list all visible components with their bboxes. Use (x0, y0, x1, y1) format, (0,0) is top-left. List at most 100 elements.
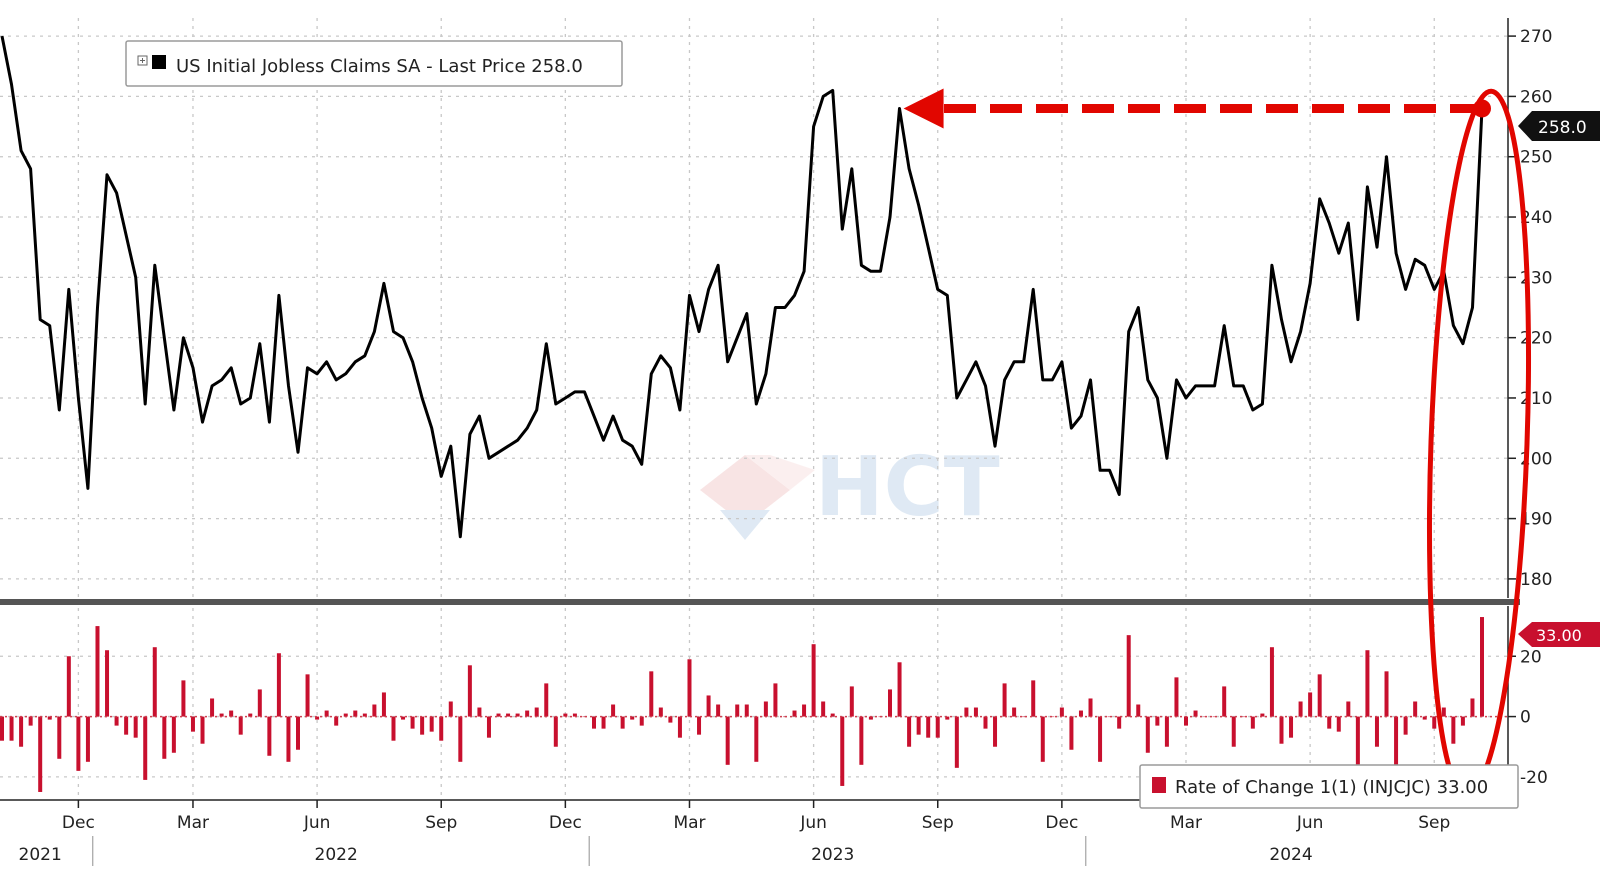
change-bar (1241, 716, 1246, 718)
change-bar (1480, 617, 1484, 717)
xtick-month-label: Dec (1045, 813, 1078, 833)
change-bar (439, 716, 444, 741)
top-ytick-label: 210 (1520, 389, 1552, 409)
change-bar (1231, 716, 1236, 747)
xtick-year-label: 2024 (1269, 845, 1312, 865)
change-bar (362, 713, 367, 717)
legend-swatch-black-icon (152, 55, 166, 69)
xtick-month-label: Sep (425, 813, 457, 833)
top-ytick-label: 180 (1520, 570, 1552, 590)
change-bar (1269, 647, 1274, 717)
change-bar (515, 713, 520, 717)
top-ytick-label: 190 (1520, 510, 1552, 530)
last-price-badge: 258.0 (1518, 111, 1600, 141)
change-bar (372, 704, 377, 717)
change-bar (1069, 716, 1074, 750)
xtick-month-label: Dec (62, 813, 95, 833)
change-bar (1031, 680, 1036, 717)
change-bar (219, 713, 224, 717)
change-bar (162, 716, 167, 759)
change-bar (1126, 635, 1131, 717)
change-bar (28, 716, 33, 726)
change-bar (410, 716, 415, 729)
change-bar (105, 650, 110, 717)
change-bar (496, 713, 501, 717)
last-change-label: 33.00 (1536, 626, 1582, 645)
change-bar (1422, 716, 1427, 720)
change-bar (1346, 701, 1351, 717)
change-bar (171, 716, 176, 753)
change-bar (773, 683, 778, 717)
change-bar (964, 707, 969, 717)
change-bar (1098, 716, 1103, 762)
change-bar (1384, 671, 1389, 717)
change-bar (9, 716, 14, 741)
bottom-ytick-label: -20 (1520, 768, 1548, 788)
top-ytick-label: 250 (1520, 148, 1552, 168)
change-bar (592, 716, 596, 729)
change-bar (1117, 716, 1122, 729)
change-bar (1040, 716, 1045, 762)
change-bar (1078, 710, 1083, 717)
change-bar (744, 704, 749, 717)
panel-separator (0, 599, 1520, 605)
change-bar (821, 701, 826, 717)
change-bar (1012, 707, 1017, 717)
change-bar (1298, 701, 1303, 717)
xtick-month-label: Mar (177, 813, 209, 833)
change-bar (391, 716, 396, 741)
change-bar (792, 710, 797, 717)
change-bar (563, 713, 568, 717)
change-bar (1279, 716, 1284, 744)
change-bar (305, 674, 310, 717)
xtick-year-label: 2022 (315, 845, 358, 865)
change-bar (1174, 677, 1179, 717)
change-bar (152, 647, 157, 717)
change-bar (907, 716, 912, 747)
change-bar (859, 716, 864, 765)
change-bar (401, 716, 406, 720)
change-bar (544, 683, 549, 717)
change-bar (811, 644, 816, 717)
change-bar (286, 716, 291, 762)
change-bar (1184, 716, 1188, 726)
change-bar (993, 716, 998, 747)
legend-swatch-red-icon (1152, 777, 1166, 793)
bottom-ytick-label: 20 (1520, 647, 1542, 667)
change-bar (677, 716, 682, 738)
change-bar (649, 671, 654, 717)
change-bar (1374, 716, 1379, 747)
change-bar (229, 710, 234, 717)
bottom-legend: Rate of Change 1(1) (INJCJC) 33.00 (1139, 764, 1519, 809)
change-bar (553, 716, 558, 747)
change-bar (973, 707, 978, 717)
change-bar (1193, 710, 1198, 717)
change-bar (668, 716, 673, 723)
change-bar (200, 716, 205, 744)
change-bar (1107, 716, 1112, 718)
change-bar (954, 716, 959, 768)
change-bar (257, 689, 262, 717)
change-bar (611, 704, 616, 717)
change-bar (448, 701, 453, 717)
xtick-month-label: Sep (922, 813, 954, 833)
change-bar (486, 716, 491, 738)
change-bar (687, 659, 692, 717)
change-bar (429, 716, 434, 732)
xtick-year-label: 2023 (811, 845, 854, 865)
change-bar (725, 716, 730, 765)
change-bar (888, 689, 892, 717)
change-bar (353, 710, 358, 717)
change-bar (315, 716, 320, 720)
change-bar (1002, 683, 1007, 717)
change-bar (114, 716, 119, 726)
change-bar (1059, 707, 1064, 717)
change-bar (1432, 716, 1437, 729)
change-bar (1365, 650, 1370, 717)
xtick-month-label: Jun (1296, 813, 1324, 833)
change-bar (658, 707, 663, 717)
xtick-year-label: 2021 (19, 845, 62, 865)
change-bar (458, 716, 463, 762)
